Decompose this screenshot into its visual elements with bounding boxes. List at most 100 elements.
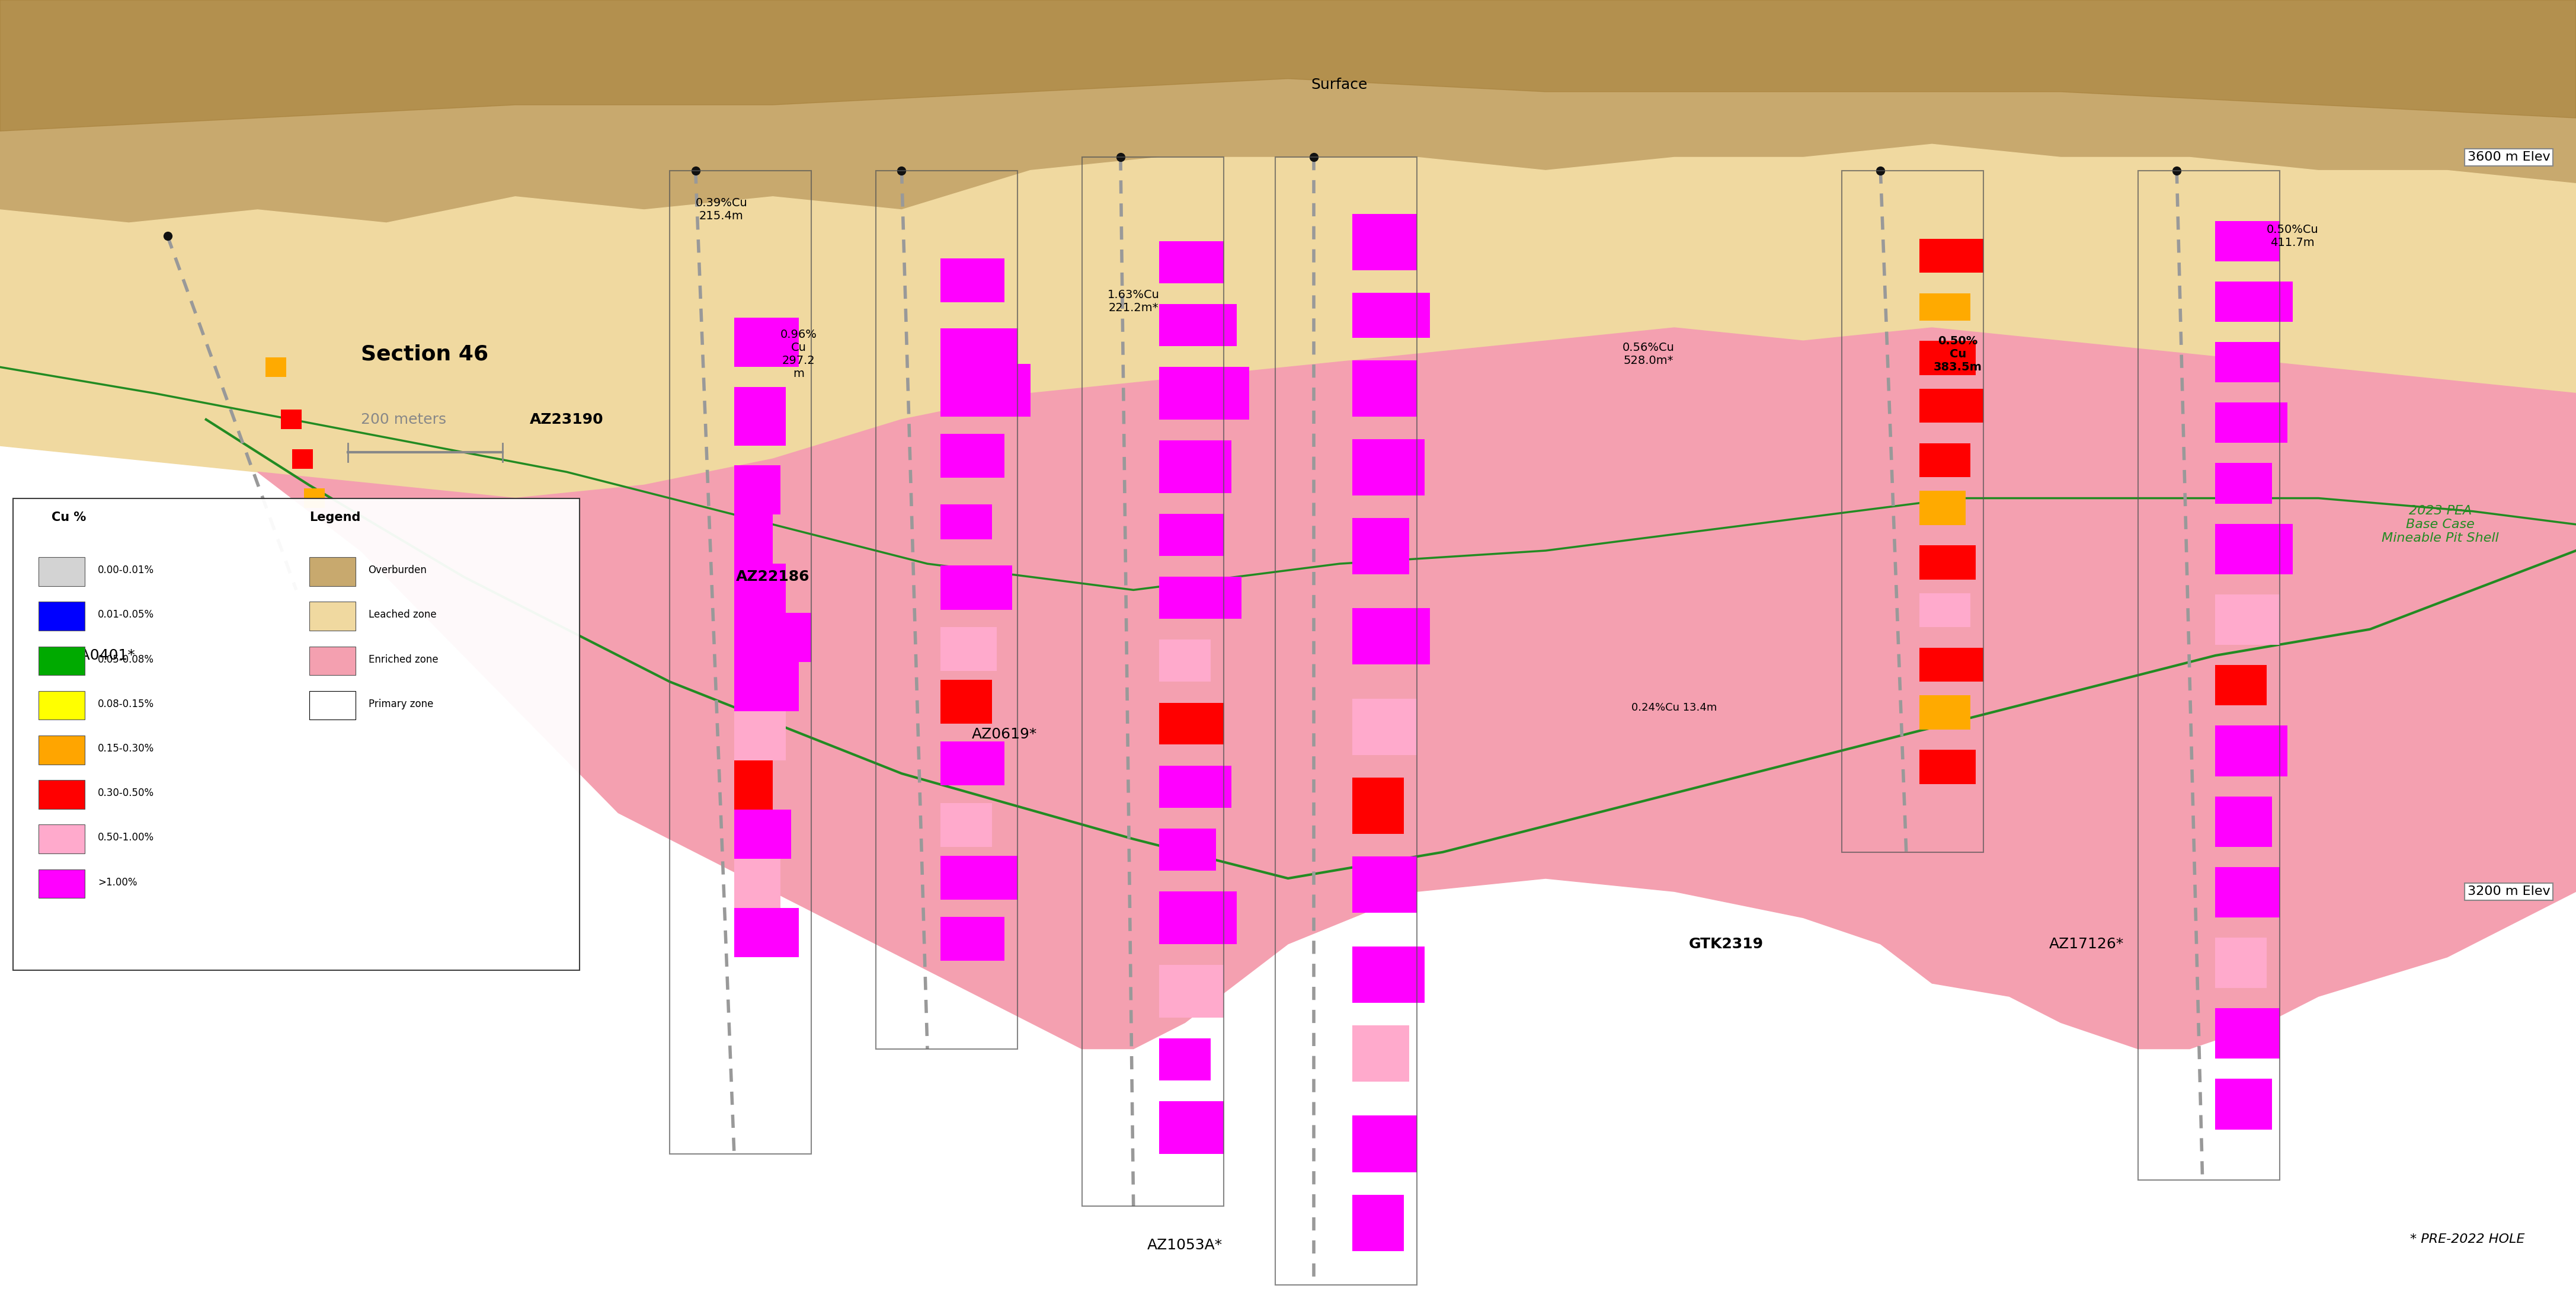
Bar (940, 434, 1005, 479)
Bar (734, 387, 786, 446)
Bar (940, 916, 1005, 961)
Text: Leached zone: Leached zone (368, 610, 435, 620)
Bar (39, 780, 85, 809)
Bar (940, 329, 1018, 363)
Bar (1352, 292, 1430, 338)
Bar (1919, 443, 1971, 477)
Text: 1.63%Cu
221.2m*: 1.63%Cu 221.2m* (1108, 290, 1159, 313)
Text: 200 meters: 200 meters (361, 413, 446, 426)
Bar (876, 170, 1018, 1049)
Bar (940, 802, 992, 847)
Text: 0.24%Cu 13.4m: 0.24%Cu 13.4m (1631, 703, 1718, 713)
Bar (1919, 239, 1984, 273)
Polygon shape (258, 328, 2576, 1049)
Bar (1919, 545, 1976, 579)
Bar (1159, 965, 1224, 1017)
Bar (304, 488, 325, 507)
Bar (1159, 1101, 1224, 1154)
Polygon shape (0, 0, 2576, 223)
Bar (734, 564, 786, 614)
Bar (940, 627, 997, 671)
Bar (734, 711, 786, 760)
Text: 0.50%Cu
411.7m: 0.50%Cu 411.7m (2267, 224, 2318, 248)
Text: AZ17126*: AZ17126* (2048, 937, 2125, 950)
Bar (39, 602, 85, 631)
Bar (734, 662, 799, 711)
Bar (1352, 439, 1425, 496)
Bar (2215, 220, 2280, 261)
Bar (1159, 640, 1211, 682)
Bar (1159, 1038, 1211, 1080)
Bar (1919, 294, 1971, 320)
Bar (309, 602, 355, 631)
Bar (1919, 648, 1984, 682)
Bar (309, 646, 355, 675)
Bar (265, 358, 286, 378)
Text: AZ22186: AZ22186 (737, 570, 809, 583)
Bar (734, 614, 811, 662)
Bar (2215, 1008, 2280, 1059)
Bar (39, 691, 85, 720)
Text: AZ23190: AZ23190 (531, 413, 603, 426)
Bar (1159, 514, 1224, 556)
Bar (39, 735, 85, 764)
Bar (2215, 523, 2293, 574)
Bar (940, 566, 1012, 610)
Text: 0.00-0.01%: 0.00-0.01% (98, 565, 155, 576)
Bar (940, 505, 992, 539)
Bar (39, 825, 85, 853)
Bar (2215, 282, 2293, 323)
Bar (1919, 750, 1976, 784)
Bar (281, 409, 301, 429)
Text: Section 46: Section 46 (361, 343, 487, 364)
Text: Primary zone: Primary zone (368, 699, 433, 709)
Bar (1159, 703, 1224, 745)
Bar (39, 557, 85, 586)
Bar (1352, 947, 1425, 1003)
Bar (1352, 361, 1417, 417)
Bar (1082, 157, 1224, 1206)
Text: 0.39%Cu
215.4m: 0.39%Cu 215.4m (696, 198, 747, 222)
Bar (940, 363, 1030, 417)
Bar (1919, 490, 1965, 524)
Bar (2138, 170, 2280, 1180)
Text: 0.50%
Cu
383.5m: 0.50% Cu 383.5m (1935, 336, 1981, 372)
Bar (2215, 665, 2267, 705)
Bar (2215, 937, 2267, 988)
Text: 0.96%
Cu
297.2
m: 0.96% Cu 297.2 m (781, 329, 817, 379)
Bar (734, 909, 799, 957)
Bar (1159, 440, 1231, 493)
Bar (1919, 341, 1976, 375)
Text: Overburden: Overburden (368, 565, 428, 576)
Bar (1919, 695, 1971, 729)
Bar (1159, 766, 1231, 808)
Bar (13, 498, 580, 970)
Bar (734, 810, 791, 859)
Bar (1352, 214, 1417, 270)
Bar (2215, 726, 2287, 776)
Bar (2215, 342, 2280, 383)
Bar (1352, 856, 1417, 912)
Bar (940, 856, 1018, 899)
Bar (1159, 829, 1216, 871)
Bar (1352, 518, 1409, 574)
Bar (1159, 577, 1242, 619)
Bar (1919, 593, 1971, 627)
Text: GTK2319: GTK2319 (1687, 937, 1765, 950)
Bar (291, 448, 312, 468)
Text: AZ1053A*: AZ1053A* (1146, 1239, 1224, 1252)
Bar (1159, 367, 1249, 420)
Text: Enriched zone: Enriched zone (368, 654, 438, 665)
Bar (1159, 241, 1224, 283)
Bar (1159, 304, 1236, 346)
Bar (734, 317, 799, 367)
Bar (940, 258, 1005, 303)
Text: 2023 PEA
Base Case
Mineable Pit Shell: 2023 PEA Base Case Mineable Pit Shell (2383, 505, 2499, 544)
Bar (309, 691, 355, 720)
Text: 0.50-1.00%: 0.50-1.00% (98, 832, 155, 843)
Text: 0.30-0.50%: 0.30-0.50% (98, 788, 155, 798)
Text: AZ0619*: AZ0619* (971, 728, 1038, 741)
Bar (1275, 157, 1417, 1285)
Bar (734, 760, 773, 810)
Text: 3600 m Elev: 3600 m Elev (2468, 151, 2550, 164)
